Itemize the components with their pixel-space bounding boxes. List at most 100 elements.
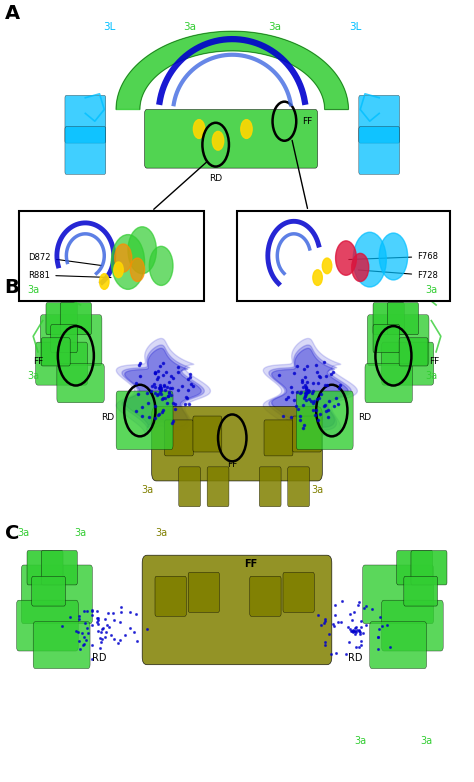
FancyBboxPatch shape — [51, 325, 77, 353]
FancyBboxPatch shape — [296, 391, 353, 450]
FancyBboxPatch shape — [142, 555, 332, 665]
FancyBboxPatch shape — [145, 109, 318, 168]
Circle shape — [353, 232, 386, 287]
Text: D872: D872 — [28, 253, 101, 266]
FancyBboxPatch shape — [370, 622, 427, 669]
Circle shape — [128, 227, 156, 274]
Circle shape — [115, 244, 132, 272]
Circle shape — [212, 131, 224, 150]
FancyBboxPatch shape — [33, 622, 90, 669]
Text: 3a: 3a — [74, 528, 87, 538]
Text: FF: FF — [245, 559, 258, 569]
FancyBboxPatch shape — [155, 576, 186, 616]
FancyBboxPatch shape — [41, 338, 70, 366]
Text: RD: RD — [100, 413, 114, 422]
Text: 3a: 3a — [311, 485, 324, 495]
FancyBboxPatch shape — [397, 551, 433, 585]
Text: 3a: 3a — [155, 528, 167, 538]
FancyBboxPatch shape — [250, 576, 281, 616]
Text: RD: RD — [92, 653, 107, 663]
FancyBboxPatch shape — [36, 342, 88, 385]
FancyBboxPatch shape — [21, 565, 92, 624]
Polygon shape — [272, 348, 348, 427]
Circle shape — [352, 253, 369, 282]
FancyBboxPatch shape — [387, 303, 419, 335]
FancyBboxPatch shape — [373, 325, 400, 353]
Text: FF: FF — [227, 460, 237, 469]
FancyBboxPatch shape — [292, 416, 321, 452]
Text: 3a: 3a — [141, 485, 153, 495]
FancyBboxPatch shape — [19, 211, 204, 301]
FancyBboxPatch shape — [65, 95, 106, 143]
FancyBboxPatch shape — [179, 467, 201, 507]
Circle shape — [111, 235, 145, 289]
FancyBboxPatch shape — [359, 95, 400, 143]
Text: 3a: 3a — [268, 22, 282, 32]
Polygon shape — [269, 345, 351, 430]
Text: 3a: 3a — [27, 371, 39, 382]
Text: RD: RD — [358, 413, 371, 422]
FancyBboxPatch shape — [411, 551, 447, 585]
Text: RD: RD — [348, 653, 363, 663]
FancyBboxPatch shape — [288, 467, 310, 507]
FancyBboxPatch shape — [363, 565, 434, 624]
Polygon shape — [263, 339, 357, 436]
FancyBboxPatch shape — [404, 576, 438, 606]
Circle shape — [322, 258, 332, 274]
Circle shape — [149, 246, 173, 285]
Text: 3a: 3a — [183, 22, 196, 32]
FancyBboxPatch shape — [17, 601, 78, 651]
FancyBboxPatch shape — [264, 420, 293, 456]
FancyBboxPatch shape — [399, 338, 428, 366]
FancyBboxPatch shape — [46, 303, 77, 335]
Circle shape — [130, 258, 145, 282]
Text: FF: FF — [33, 357, 44, 366]
Circle shape — [193, 120, 205, 138]
Text: F728: F728 — [358, 270, 438, 280]
Circle shape — [114, 262, 123, 278]
FancyBboxPatch shape — [382, 601, 443, 651]
Text: 3a: 3a — [18, 528, 30, 538]
FancyBboxPatch shape — [359, 127, 400, 174]
FancyBboxPatch shape — [365, 364, 412, 403]
FancyBboxPatch shape — [152, 407, 322, 481]
FancyBboxPatch shape — [259, 467, 281, 507]
FancyBboxPatch shape — [283, 572, 314, 612]
FancyBboxPatch shape — [65, 127, 106, 174]
Text: FF: FF — [429, 357, 439, 366]
Circle shape — [336, 241, 356, 275]
Text: C: C — [5, 524, 19, 543]
Text: 3a: 3a — [425, 371, 438, 382]
Circle shape — [241, 120, 252, 138]
FancyBboxPatch shape — [40, 314, 102, 366]
Text: 3L: 3L — [103, 22, 115, 32]
FancyBboxPatch shape — [237, 211, 450, 301]
Text: A: A — [5, 4, 20, 23]
FancyBboxPatch shape — [41, 551, 77, 585]
Circle shape — [379, 233, 408, 280]
FancyBboxPatch shape — [382, 342, 434, 385]
FancyBboxPatch shape — [27, 551, 63, 585]
Polygon shape — [116, 31, 348, 109]
FancyBboxPatch shape — [164, 420, 193, 456]
FancyBboxPatch shape — [207, 467, 229, 507]
FancyBboxPatch shape — [367, 314, 429, 366]
FancyBboxPatch shape — [116, 391, 173, 450]
Circle shape — [100, 274, 109, 289]
FancyBboxPatch shape — [373, 303, 404, 335]
Text: 3a: 3a — [354, 737, 366, 747]
Text: F768: F768 — [349, 252, 438, 261]
Circle shape — [313, 270, 322, 285]
Polygon shape — [122, 345, 204, 430]
Text: 3a: 3a — [425, 285, 438, 296]
Text: FF: FF — [302, 117, 313, 126]
FancyBboxPatch shape — [60, 303, 91, 335]
Text: R881: R881 — [28, 271, 111, 280]
Text: RD: RD — [209, 174, 222, 184]
FancyBboxPatch shape — [57, 364, 104, 403]
Text: 3L: 3L — [349, 22, 362, 32]
FancyBboxPatch shape — [32, 576, 65, 606]
Text: B: B — [5, 278, 19, 296]
FancyBboxPatch shape — [193, 416, 222, 452]
Polygon shape — [125, 348, 201, 427]
